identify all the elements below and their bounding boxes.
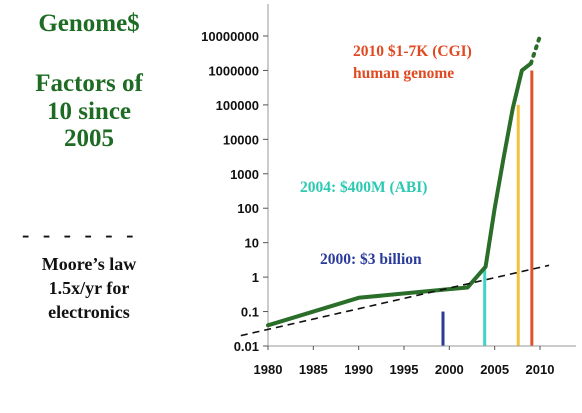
annotation-1: 2004: $400M (ABI) [300, 179, 427, 196]
y-tick-label: 10000000 [201, 29, 259, 44]
x-tick-label: 1985 [299, 362, 328, 377]
y-tick-label: 1 [252, 270, 259, 285]
x-tick-label: 2005 [480, 362, 509, 377]
subtitle: Factors of 10 since 2005 [0, 70, 178, 153]
legend-line: 1.5x/yr for [48, 277, 130, 298]
subtitle-line: 10 since [46, 97, 132, 125]
moores-law-legend: Moore’s law 1.5x/yr for electronics [0, 253, 178, 325]
legend-line: Moore’s law [41, 254, 137, 274]
y-tick-label: 10 [245, 236, 259, 251]
x-tick-label: 2000 [435, 362, 464, 377]
x-tick-label: 1995 [390, 362, 419, 377]
y-tick-label: 100 [237, 201, 259, 216]
x-tick-label: 1990 [344, 362, 373, 377]
x-tick-label: 1980 [254, 362, 283, 377]
x-tick-label: 2010 [526, 362, 555, 377]
series-line-dashed [240, 264, 550, 337]
legend-dash-sample: - - - - - - [22, 222, 138, 247]
subtitle-line: Factors of [35, 70, 143, 97]
y-tick-label: 1000000 [208, 63, 259, 78]
slide-title: Genome$ [38, 10, 140, 37]
y-tick-label: 0.01 [234, 339, 259, 354]
annotation-0: 2010 $1-7K (CGI) [353, 43, 472, 60]
series-line-solid [266, 61, 533, 328]
y-tick-label: 10000 [223, 132, 259, 147]
series-line-dotted [528, 34, 542, 66]
y-tick-label: 1000 [230, 167, 259, 182]
subtitle-line: 2005 [64, 125, 114, 152]
y-tick-label: 0.1 [241, 305, 259, 320]
y-tick-label: 100000 [216, 98, 259, 113]
annotation-2: 2000: $3 billion [320, 251, 422, 268]
annotation-0: human genome [353, 65, 454, 82]
genome-cost-chart: 0.01 0.1 1 10 100 1000 10000 100000 1000000 10000… [201, 4, 576, 377]
chart-container: 0.01 0.1 1 10 100 1000 10000 100000 1000000 10000… [180, 0, 582, 413]
legend-line: electronics [48, 301, 130, 322]
